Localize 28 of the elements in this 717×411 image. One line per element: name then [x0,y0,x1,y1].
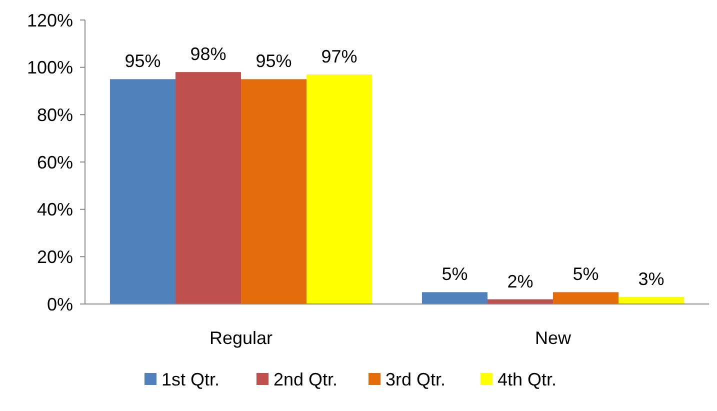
data-label: 2% [507,271,534,292]
data-label: 97% [321,46,358,66]
bar [306,74,372,304]
y-tick-label: 0% [46,294,73,314]
y-tick-label: 60% [36,152,73,172]
x-tick-label: Regular [209,328,273,348]
legend-label: 4th Qtr. [498,369,557,390]
data-label: 5% [442,264,468,284]
legend-label: 1st Qtr. [162,369,220,390]
data-label: 95% [256,51,292,72]
data-label: 5% [572,264,599,284]
data-label: 3% [638,268,664,289]
bar [110,79,176,304]
y-tick-label: 120% [26,10,73,30]
y-tick-label: 20% [36,246,73,267]
y-tick-label: 100% [26,58,73,78]
bar [175,72,241,304]
data-label: 95% [124,51,161,72]
legend-label: 2nd Qtr. [274,369,338,390]
bar [553,292,619,304]
x-tick-label: New [534,328,572,348]
legend-label: 3rd Qtr. [386,369,446,390]
bar [618,296,684,304]
y-tick-label: 80% [36,104,73,125]
data-label: 98% [190,44,226,64]
bar [422,292,488,304]
bar [241,79,307,304]
y-tick-label: 40% [36,200,73,220]
